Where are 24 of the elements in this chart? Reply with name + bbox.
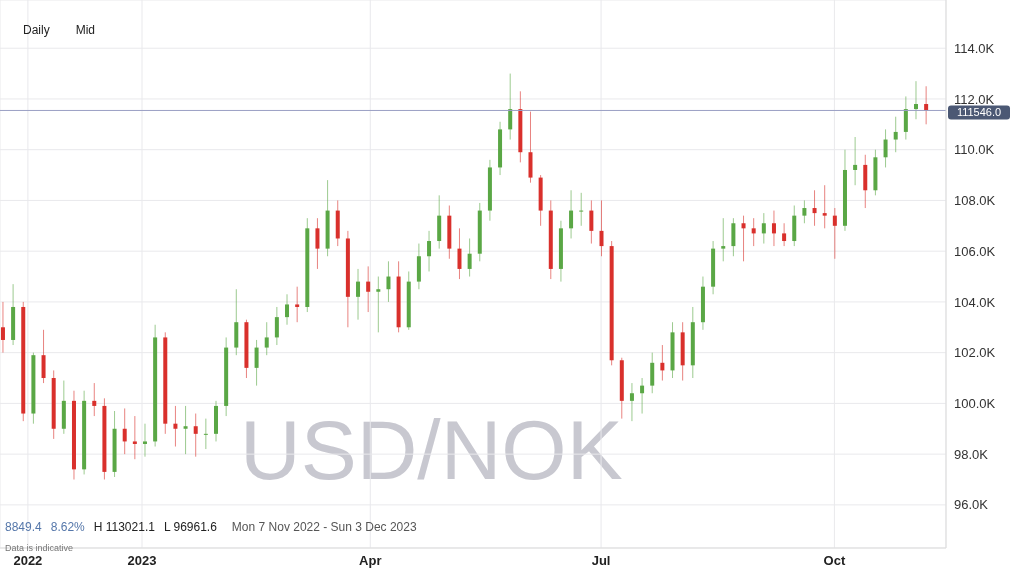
annotation: Mon 7 Nov 2022 - Sun 3 Dec 2023: [231, 520, 417, 534]
y-tick-label: 110.0K: [954, 142, 995, 158]
y-tick-label: 104.0K: [954, 294, 996, 310]
y-tick-label: 114.0K: [954, 40, 995, 56]
y-tick-label: 108.0K: [954, 193, 996, 209]
annotation: 8849.4: [5, 520, 42, 534]
annotation: Daily: [23, 23, 50, 37]
y-tick-label: 98.0K: [954, 446, 989, 462]
y-tick-label: 106.0K: [954, 243, 996, 259]
x-tick-label: Jul: [591, 553, 611, 569]
x-tick-label: Oct: [823, 553, 846, 569]
annotation: Mid: [75, 23, 96, 37]
y-tick-label: 112.0K: [954, 91, 995, 107]
y-tick-label: 102.0K: [954, 345, 996, 361]
x-tick-label: 2023: [127, 553, 157, 569]
y-tick-label: 96.0K: [954, 497, 989, 513]
annotation: L 96961.6: [163, 520, 217, 534]
x-tick-label: 2022: [13, 553, 43, 569]
y-tick-label: 100.0K: [954, 396, 996, 411]
annotation: 8.62%: [50, 520, 85, 534]
annotation: Data is indicative: [5, 543, 74, 553]
x-tick-label: Apr: [359, 553, 382, 569]
ref-line-label: 111546.0: [956, 106, 1002, 119]
annotation: H 113021.1: [93, 520, 155, 534]
